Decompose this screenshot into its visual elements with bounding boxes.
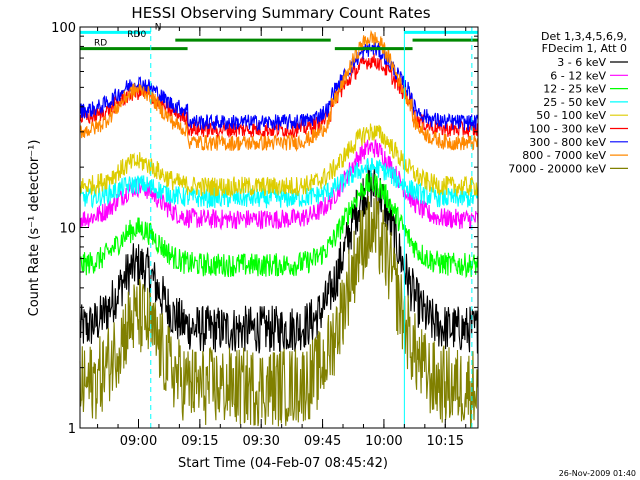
chart-title: HESSI Observing Summary Count Rates — [131, 4, 430, 22]
y-tick-label: 10 — [59, 222, 76, 237]
x-axis-label: Start Time (04-Feb-07 08:45:42) — [178, 456, 388, 471]
series-line-0 — [79, 164, 479, 354]
series-line-4 — [79, 123, 479, 199]
series-line-2 — [79, 171, 479, 279]
y-tick-label: 100 — [51, 21, 76, 36]
x-tick-label: 09:30 — [242, 434, 279, 449]
legend-label-8: 7000 - 20000 keV — [508, 162, 606, 175]
legend-label-2: 12 - 25 keV — [543, 83, 606, 96]
x-tick-label: 09:15 — [181, 434, 218, 449]
axis-layer: 09:00 09:15 09:30 09:45 10:00 10:15 1 10 100 — [51, 21, 479, 449]
legend-header-1: FDecim 1, Att 0 — [542, 42, 627, 55]
series-line-6 — [79, 41, 479, 132]
legend-label-5: 100 - 300 keV — [529, 123, 606, 136]
legend-label-0: 3 - 6 keV — [557, 56, 606, 69]
flag-label-rd: RD — [94, 39, 107, 49]
legend-label-3: 25 - 50 keV — [543, 96, 606, 109]
legend: Det 1,3,4,5,6,9,FDecim 1, Att 03 - 6 keV… — [508, 30, 628, 175]
legend-label-4: 50 - 100 keV — [536, 109, 606, 122]
y-axis-label: Count Rate (s⁻¹ detector⁻¹) — [27, 140, 42, 317]
x-tick-label: 09:00 — [120, 434, 157, 449]
series-layer — [79, 29, 479, 429]
legend-header-0: Det 1,3,4,5,6,9, — [541, 30, 627, 43]
legend-label-6: 300 - 800 keV — [529, 136, 606, 149]
flag-label-rd0: RD0 — [127, 30, 146, 40]
series-line-8 — [79, 195, 479, 429]
series-line-7 — [79, 29, 479, 153]
x-tick-label: 10:15 — [427, 434, 464, 449]
legend-label-1: 6 - 12 keV — [550, 69, 606, 82]
x-tick-label: 10:00 — [365, 434, 402, 449]
x-tick-label: 09:45 — [304, 434, 341, 449]
y-tick-label: 1 — [68, 422, 76, 437]
series-line-3 — [79, 157, 479, 209]
footer-timestamp: 26-Nov-2009 01:40 — [559, 469, 636, 478]
legend-label-7: 800 - 7000 keV — [522, 149, 606, 162]
